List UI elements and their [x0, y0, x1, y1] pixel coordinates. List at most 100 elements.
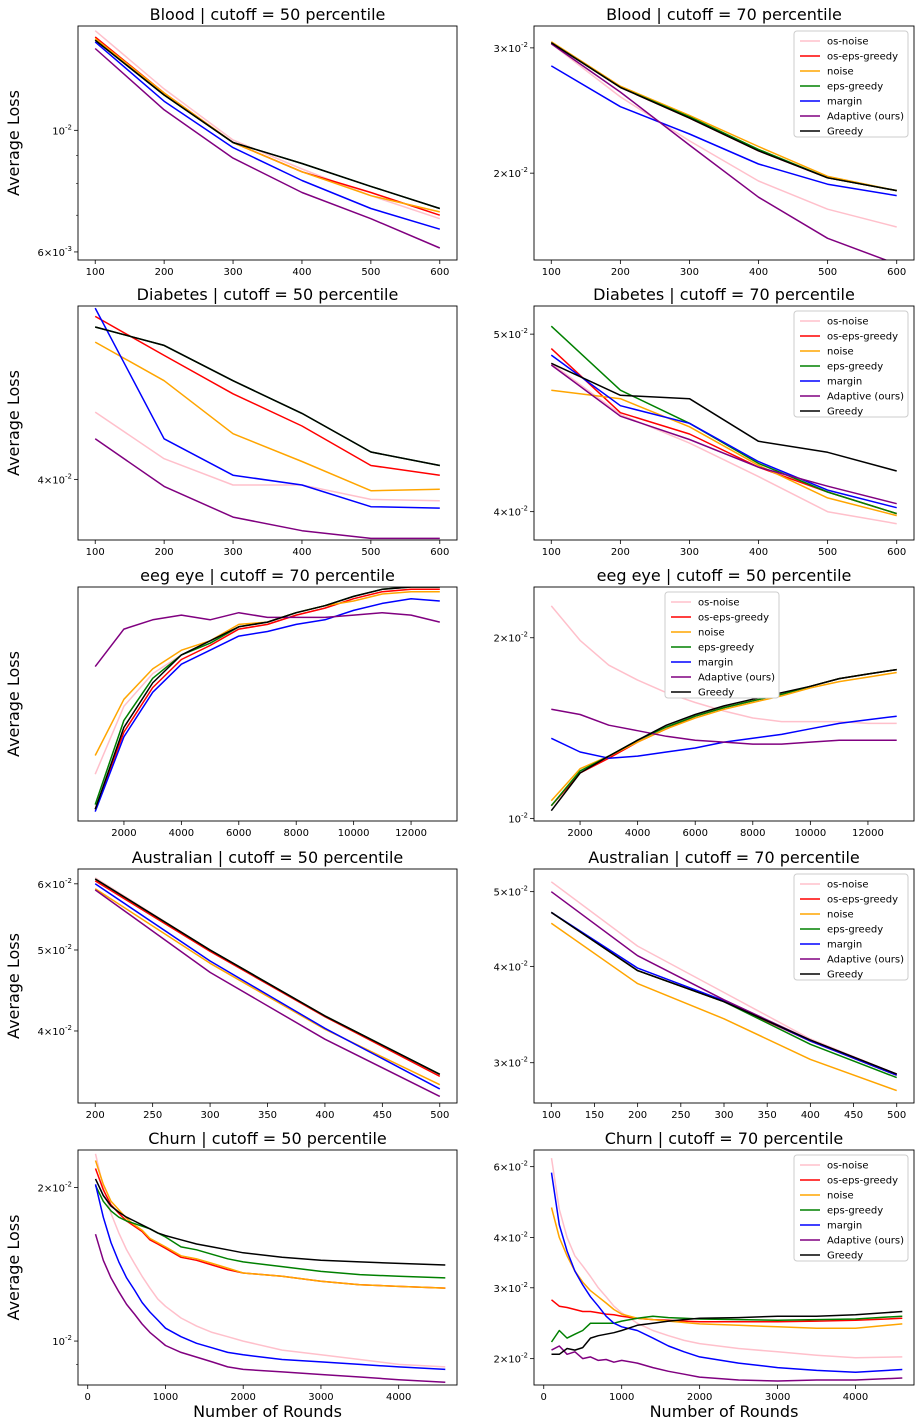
x-tick-label: 400 — [292, 267, 311, 278]
legend-label: Greedy — [827, 1251, 863, 1262]
legend-label: margin — [827, 1221, 862, 1232]
x-tick-label: 2000 — [567, 828, 592, 839]
y-tick-label: 10-2 — [508, 811, 528, 825]
series-line-os-noise — [94, 411, 440, 502]
series-line-os-eps-greedy — [94, 588, 440, 810]
series-line-greedy — [94, 878, 441, 1075]
chart-title: Churn | cutoff = 70 percentile — [605, 1129, 844, 1148]
chart-title: Blood | cutoff = 50 percentile — [150, 5, 386, 24]
series-line-adaptive-ours — [94, 47, 441, 249]
x-tick-label: 600 — [887, 267, 906, 278]
x-tick-label: 300 — [714, 1110, 733, 1121]
x-tick-label: 200 — [155, 267, 174, 278]
x-tick-label: 400 — [292, 547, 311, 558]
subplot-4: Diabetes | cutoff = 70 percentile 100 200 3… — [494, 285, 915, 558]
chart-title: Blood | cutoff = 70 percentile — [606, 5, 842, 24]
series-line-noise — [94, 38, 440, 213]
x-tick-label: 600 — [430, 547, 449, 558]
series-line-os-noise — [94, 877, 441, 1075]
y-tick-label: 6×10-2 — [494, 1160, 528, 1174]
legend: os-noise os-eps-greedy noise eps-greedy marg… — [793, 30, 909, 138]
x-tick-label: 200 — [628, 1110, 647, 1121]
x-tick-label: 6000 — [682, 828, 707, 839]
legend-box — [793, 1154, 909, 1262]
x-tick-label: 1000 — [153, 1392, 178, 1403]
series-line-noise — [550, 922, 897, 1092]
series-line-eps-greedy — [550, 1315, 903, 1343]
x-tick-label: 100 — [542, 267, 561, 278]
legend-label: os-noise — [827, 1161, 869, 1172]
legend-label: os-noise — [827, 37, 869, 48]
series-line-os-eps-greedy — [94, 880, 441, 1077]
series-line-eps-greedy — [94, 39, 441, 210]
y-tick-label: 6×10-2 — [38, 877, 72, 891]
x-tick-label: 10000 — [338, 828, 370, 839]
plot-frame — [533, 586, 915, 822]
x-tick-label: 250 — [143, 1110, 162, 1121]
series-line-greedy — [94, 1178, 446, 1266]
x-tick-label: 200 — [155, 547, 174, 558]
y-tick-label: 2×10-2 — [38, 1181, 72, 1195]
series-line-noise — [94, 1160, 446, 1289]
series-group — [550, 881, 897, 1092]
y-axis-label: Average Loss — [4, 370, 23, 476]
subplot-8: Australian | cutoff = 70 percentile 100 15… — [494, 848, 915, 1121]
y-tick-label: 5×10-2 — [494, 327, 528, 341]
x-tick-label: 500 — [430, 1110, 449, 1121]
y-tick-label: 4×10-2 — [494, 959, 528, 973]
subplot-2: Blood | cutoff = 70 percentile 100 200 300 4… — [494, 5, 915, 278]
plot-frame — [533, 305, 915, 541]
legend-label: os-noise — [827, 317, 869, 328]
y-tick-label: 5×10-2 — [494, 885, 528, 899]
x-tick-label: 12000 — [395, 828, 427, 839]
legend-label: eps-greedy — [827, 1206, 883, 1217]
legend: os-noise os-eps-greedy noise eps-greedy marg… — [793, 1154, 909, 1262]
legend-label: Greedy — [698, 688, 734, 699]
legend-label: Adaptive (ours) — [698, 673, 775, 684]
x-tick-label: 300 — [680, 547, 699, 558]
chart-title: Churn | cutoff = 50 percentile — [148, 1129, 387, 1148]
plot-frame — [77, 1149, 458, 1386]
subplot-9: Churn | cutoff = 50 percentile 0 1000 2000 3… — [4, 1129, 458, 1421]
series-line-os-noise — [550, 362, 897, 525]
legend-box — [664, 591, 780, 699]
series-line-margin — [94, 307, 440, 509]
plot-frame — [533, 25, 915, 261]
legend-label: noise — [698, 628, 725, 639]
x-tick-label: 100 — [86, 547, 105, 558]
plot-frame — [533, 868, 915, 1104]
chart-title: Australian | cutoff = 70 percentile — [588, 848, 860, 867]
y-tick-label: 10-2 — [52, 123, 72, 137]
series-line-adaptive-ours — [94, 889, 441, 1098]
series-line-adaptive-ours — [94, 438, 440, 540]
y-tick-label: 4×10-2 — [38, 1024, 72, 1038]
series-line-noise — [94, 341, 440, 492]
y-tick-label: 2×10-2 — [494, 631, 528, 645]
legend: os-noise os-eps-greedy noise eps-greedy marg… — [793, 873, 909, 981]
legend-label: os-eps-greedy — [827, 332, 898, 343]
legend-label: Greedy — [827, 970, 863, 981]
legend-label: os-noise — [698, 598, 740, 609]
x-tick-label: 3000 — [765, 1392, 790, 1403]
series-line-greedy — [94, 587, 440, 810]
legend-label: Greedy — [827, 407, 863, 418]
series-line-margin — [94, 1184, 446, 1371]
series-group — [94, 587, 440, 812]
chart-title: Diabetes | cutoff = 50 percentile — [137, 285, 399, 304]
series-group — [550, 605, 897, 812]
legend-label: os-eps-greedy — [827, 895, 898, 906]
series-line-greedy — [551, 1310, 903, 1356]
legend-label: noise — [827, 1191, 854, 1202]
legend-label: eps-greedy — [698, 643, 754, 654]
series-line-os-noise — [94, 30, 441, 220]
series-line-margin — [94, 597, 440, 812]
y-tick-label: 3×10-2 — [494, 1056, 528, 1070]
x-tick-label: 400 — [749, 267, 768, 278]
legend-label: margin — [827, 940, 862, 951]
x-tick-label: 300 — [223, 547, 242, 558]
series-line-greedy — [550, 42, 897, 192]
plot-frame — [77, 868, 458, 1104]
y-tick-label: 3×10-2 — [494, 1281, 528, 1295]
y-axis-label: Average Loss — [4, 651, 23, 757]
x-tick-label: 100 — [86, 267, 105, 278]
